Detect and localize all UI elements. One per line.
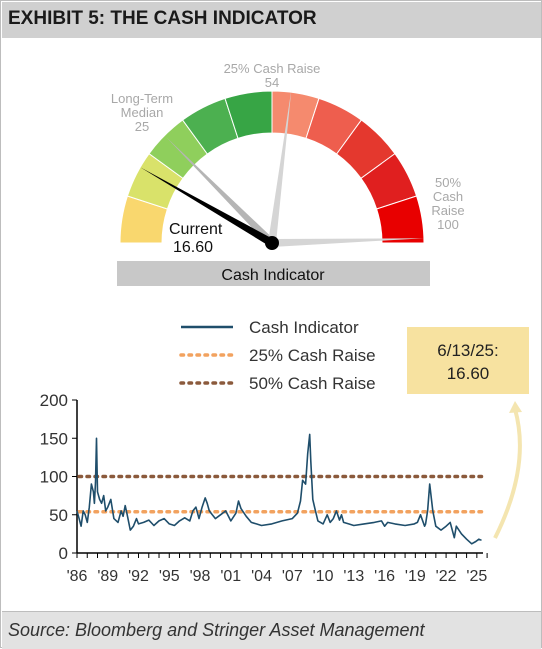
- cash-raise-50-label-3: Raise: [431, 203, 464, 218]
- source-bar: Source: Bloomberg and Stringer Asset Man…: [2, 611, 541, 649]
- callout-arrow-head: [509, 401, 522, 413]
- callout-date: 6/13/25:: [437, 341, 498, 360]
- callout-box: [407, 327, 529, 394]
- gauge-segment-10: [375, 195, 425, 244]
- x-tick-label: '89: [97, 568, 118, 585]
- gauge-needles: [140, 90, 424, 250]
- x-tick-label: '16: [374, 568, 395, 585]
- current-needle: [140, 167, 274, 247]
- source-note: Source: Bloomberg and Stringer Asset Man…: [8, 620, 425, 640]
- legend-label-cash-indicator: Cash Indicator: [249, 318, 359, 337]
- cash-raise-25-label-2: 54: [265, 75, 279, 90]
- cash-raise-50-label-1: 50%: [435, 175, 461, 190]
- x-tick-label: '22: [436, 568, 457, 585]
- series-line-cash-indicator: [76, 433, 482, 545]
- current-label: Current: [169, 221, 223, 238]
- cash-raise-50-needle: [271, 238, 424, 247]
- x-tick-label: '25: [466, 568, 487, 585]
- legend-label-50-cash-raise: 50% Cash Raise: [249, 374, 376, 393]
- x-tick-label: '95: [159, 568, 180, 585]
- gauge-label-bar: [117, 261, 430, 286]
- y-axis: 0 50 100 150 200: [40, 391, 78, 563]
- x-tick-label: '04: [251, 568, 272, 585]
- y-tick-label: 150: [40, 429, 68, 448]
- latest-value-callout: 6/13/25: 16.60: [407, 327, 529, 394]
- gauge-hub: [265, 236, 279, 250]
- cash-raise-25-label-1: 25% Cash Raise: [224, 61, 321, 76]
- y-tick-label: 50: [49, 506, 68, 525]
- x-tick-label: '86: [67, 568, 88, 585]
- legend-label-25-cash-raise: 25% Cash Raise: [249, 346, 376, 365]
- cash-raise-50-label-4: 100: [437, 217, 459, 232]
- x-tick-label: '19: [405, 568, 426, 585]
- title-bar: EXHIBIT 5: THE CASH INDICATOR: [2, 2, 541, 38]
- x-tick-label: '07: [282, 568, 303, 585]
- x-tick-label: '92: [128, 568, 149, 585]
- median-marker-needle: [165, 136, 275, 246]
- y-tick-label: 200: [40, 391, 68, 410]
- x-tick-label: '98: [190, 568, 211, 585]
- series-lines: [76, 433, 482, 545]
- cash-raise-25-needle: [268, 90, 292, 244]
- x-tick-label: '10: [313, 568, 334, 585]
- cash-raise-50-label-2: Cash: [433, 189, 463, 204]
- line-chart: Cash Indicator 25% Cash Raise 50% Cash R…: [40, 318, 529, 585]
- x-axis: '86 '89 '92 '95 '98 '01 '04 '07 '10 '13 '16 '19 '22 '…: [67, 552, 488, 585]
- callout-value: 16.60: [447, 364, 490, 383]
- y-tick-label: 100: [40, 468, 68, 487]
- median-label-3: 25: [135, 119, 149, 134]
- x-tick-label: '01: [220, 568, 241, 585]
- exhibit-title: EXHIBIT 5: THE CASH INDICATOR: [8, 8, 317, 29]
- reference-lines: [77, 474, 485, 514]
- gauge-label: Cash Indicator: [221, 267, 325, 284]
- current-value: 16.60: [173, 239, 213, 256]
- y-tick-label: 0: [59, 544, 68, 563]
- x-tick-label: '13: [343, 568, 364, 585]
- callout-arrow: [493, 408, 522, 539]
- chart-legend: Cash Indicator 25% Cash Raise 50% Cash R…: [179, 318, 376, 393]
- median-label-2: Median: [121, 105, 164, 120]
- median-label-1: Long-Term: [111, 91, 173, 106]
